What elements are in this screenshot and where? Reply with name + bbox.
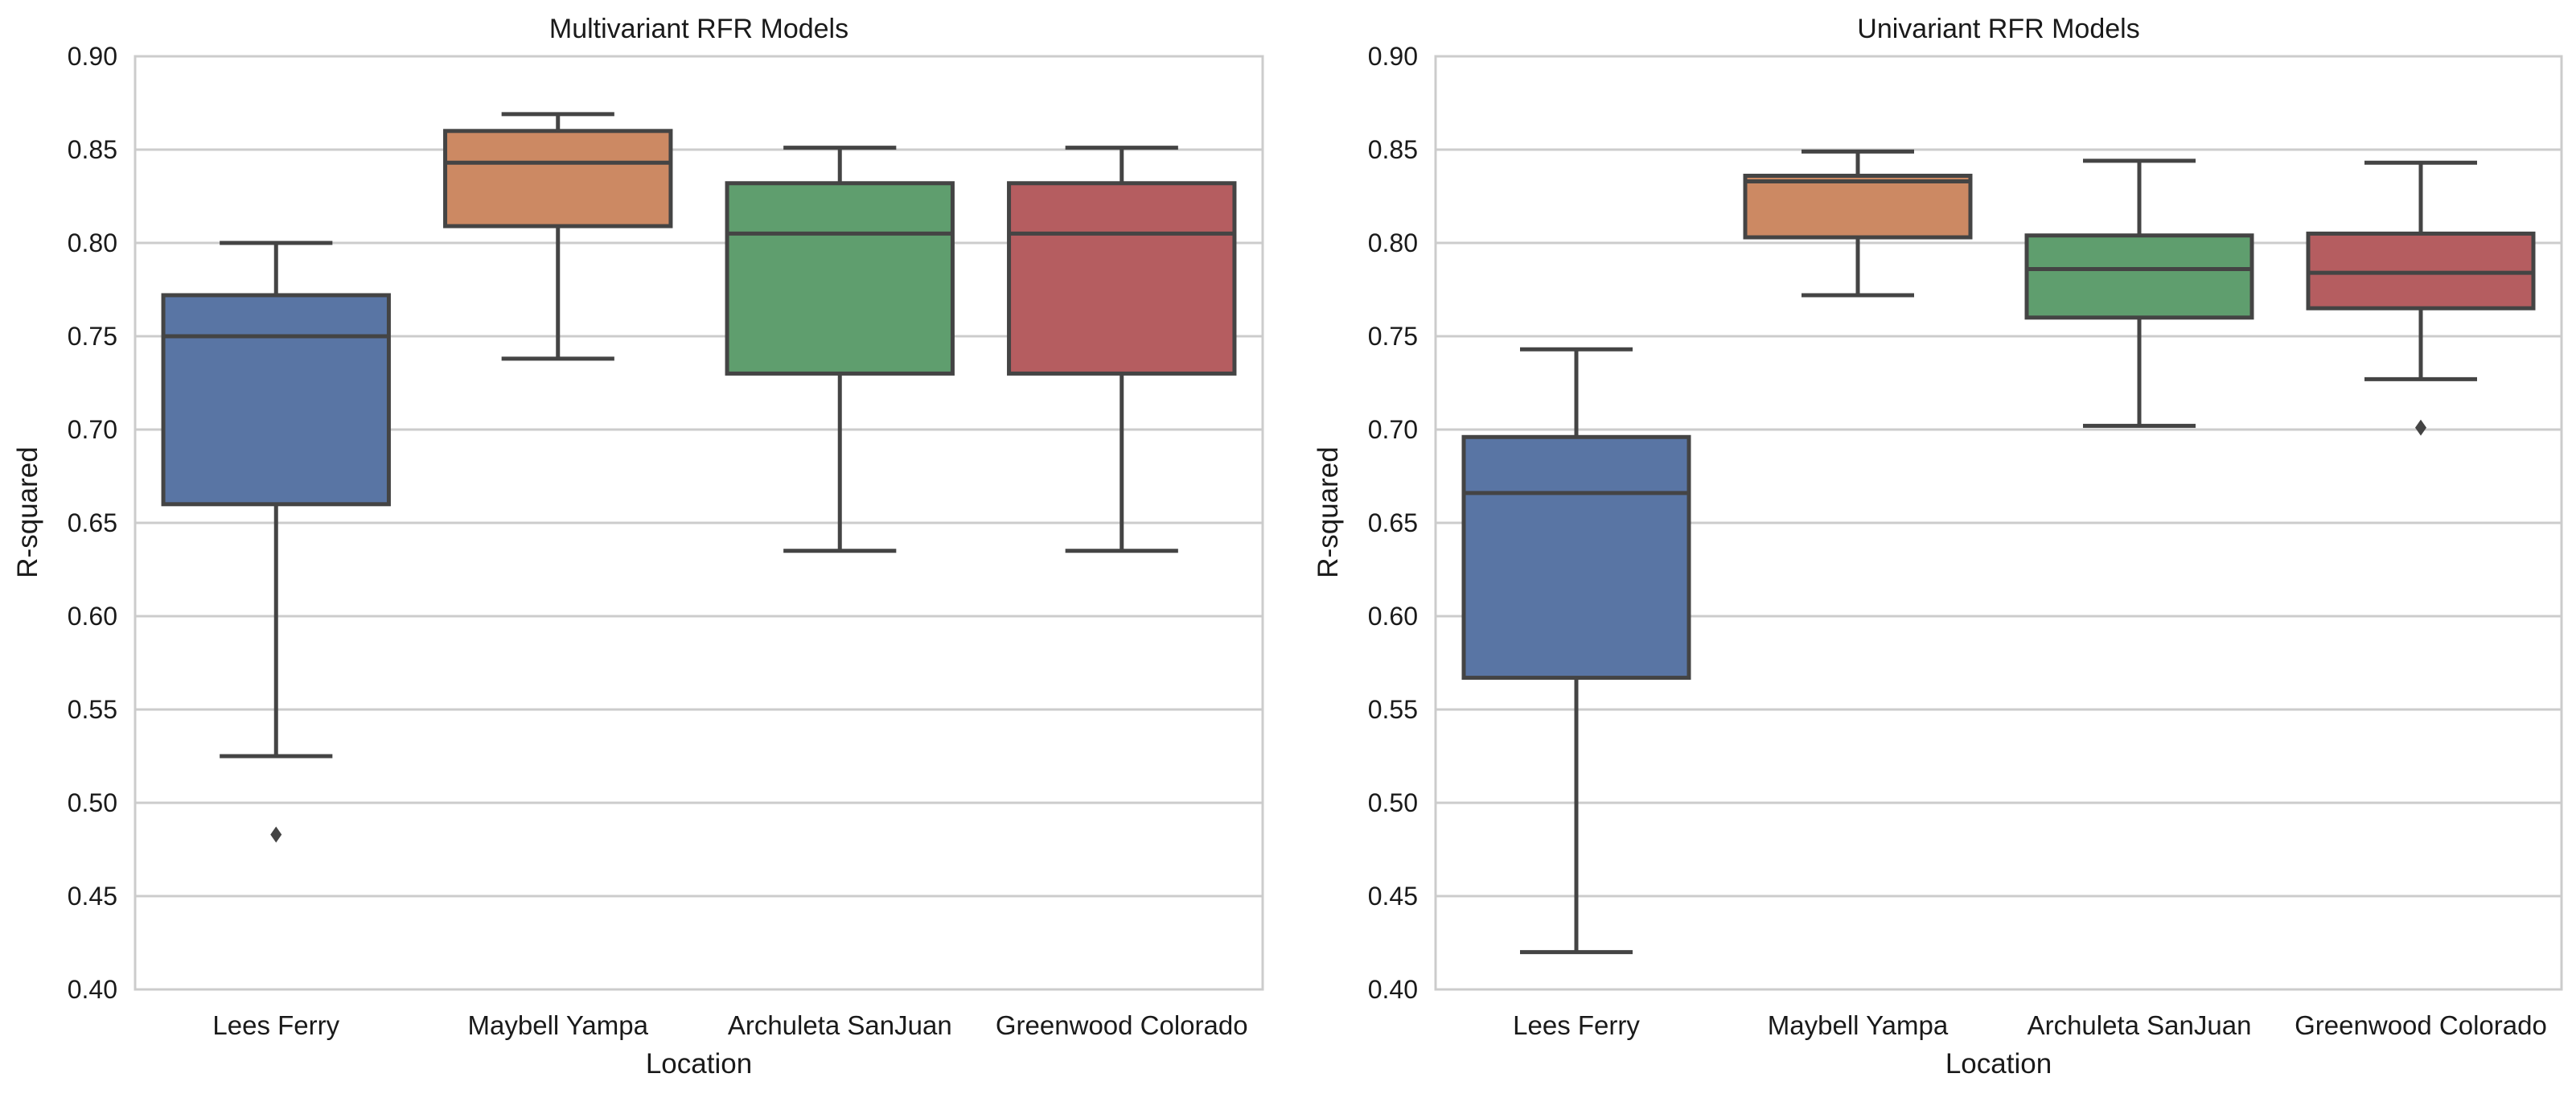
box-group xyxy=(725,146,955,553)
y-tick-label: 0.55 xyxy=(68,695,117,724)
box-group xyxy=(1007,146,1237,553)
box-group xyxy=(161,241,391,843)
iqr-box xyxy=(1461,434,1691,681)
y-tick-label: 0.65 xyxy=(1368,508,1418,537)
y-axis-label: R-squared xyxy=(1313,446,1344,578)
iqr-box xyxy=(443,129,673,228)
y-tick-label: 0.70 xyxy=(1368,415,1418,444)
box-group xyxy=(1461,347,1691,955)
y-tick-label: 0.80 xyxy=(1368,228,1418,257)
iqr-box xyxy=(1007,181,1237,376)
box-group xyxy=(2306,160,2536,436)
iqr-box xyxy=(725,181,955,376)
y-axis-label: R-squared xyxy=(12,446,43,578)
y-tick-label: 0.50 xyxy=(68,788,117,817)
y-tick-label: 0.45 xyxy=(68,882,117,911)
y-tick-label: 0.70 xyxy=(68,415,117,444)
box-group xyxy=(2024,158,2254,428)
x-tick-label: Greenwood Colorado xyxy=(2295,1010,2547,1040)
axes-frame xyxy=(1434,55,2563,991)
x-tick-label: Archuleta SanJuan xyxy=(2028,1010,2252,1040)
outlier-point xyxy=(270,826,282,843)
iqr-box xyxy=(2024,233,2254,320)
y-tick-label: 0.60 xyxy=(1368,602,1418,631)
y-tick-label: 0.55 xyxy=(1368,695,1418,724)
y-tick-label: 0.40 xyxy=(1368,975,1418,1004)
iqr-box xyxy=(161,293,391,507)
x-tick-label: Lees Ferry xyxy=(212,1010,339,1040)
y-tick-label: 0.80 xyxy=(68,228,117,257)
y-tick-label: 0.90 xyxy=(1368,42,1418,71)
panel-multivariant: Multivariant RFR Models R-squared Locati… xyxy=(12,14,1264,1080)
iqr-box xyxy=(1743,173,1973,240)
y-tick-label: 0.90 xyxy=(68,42,117,71)
x-tick-label: Maybell Yampa xyxy=(1768,1010,1949,1040)
y-tick-label: 0.60 xyxy=(68,602,117,631)
y-tick-label: 0.75 xyxy=(1368,322,1418,351)
y-tick-label: 0.45 xyxy=(1368,882,1418,911)
axes-frame xyxy=(134,55,1264,991)
panel-univariant: Univariant RFR Models R-squared Location… xyxy=(1313,14,2563,1080)
y-tick-label: 0.65 xyxy=(68,508,117,537)
x-tick-label: Greenwood Colorado xyxy=(996,1010,1248,1040)
y-tick-label: 0.40 xyxy=(68,975,117,1004)
box-group xyxy=(443,112,673,361)
x-axis-label: Location xyxy=(646,1048,752,1080)
box-group xyxy=(1743,149,1973,298)
panel-title: Univariant RFR Models xyxy=(1857,14,2139,44)
x-tick-label: Maybell Yampa xyxy=(468,1010,649,1040)
x-tick-label: Lees Ferry xyxy=(1513,1010,1640,1040)
y-tick-label: 0.85 xyxy=(68,135,117,164)
y-tick-label: 0.85 xyxy=(1368,135,1418,164)
y-tick-label: 0.75 xyxy=(68,322,117,351)
outlier-point xyxy=(2415,419,2426,436)
x-axis-label: Location xyxy=(1945,1048,2052,1080)
panel-title: Multivariant RFR Models xyxy=(549,14,848,44)
y-tick-label: 0.50 xyxy=(1368,788,1418,817)
x-tick-label: Archuleta SanJuan xyxy=(728,1010,952,1040)
